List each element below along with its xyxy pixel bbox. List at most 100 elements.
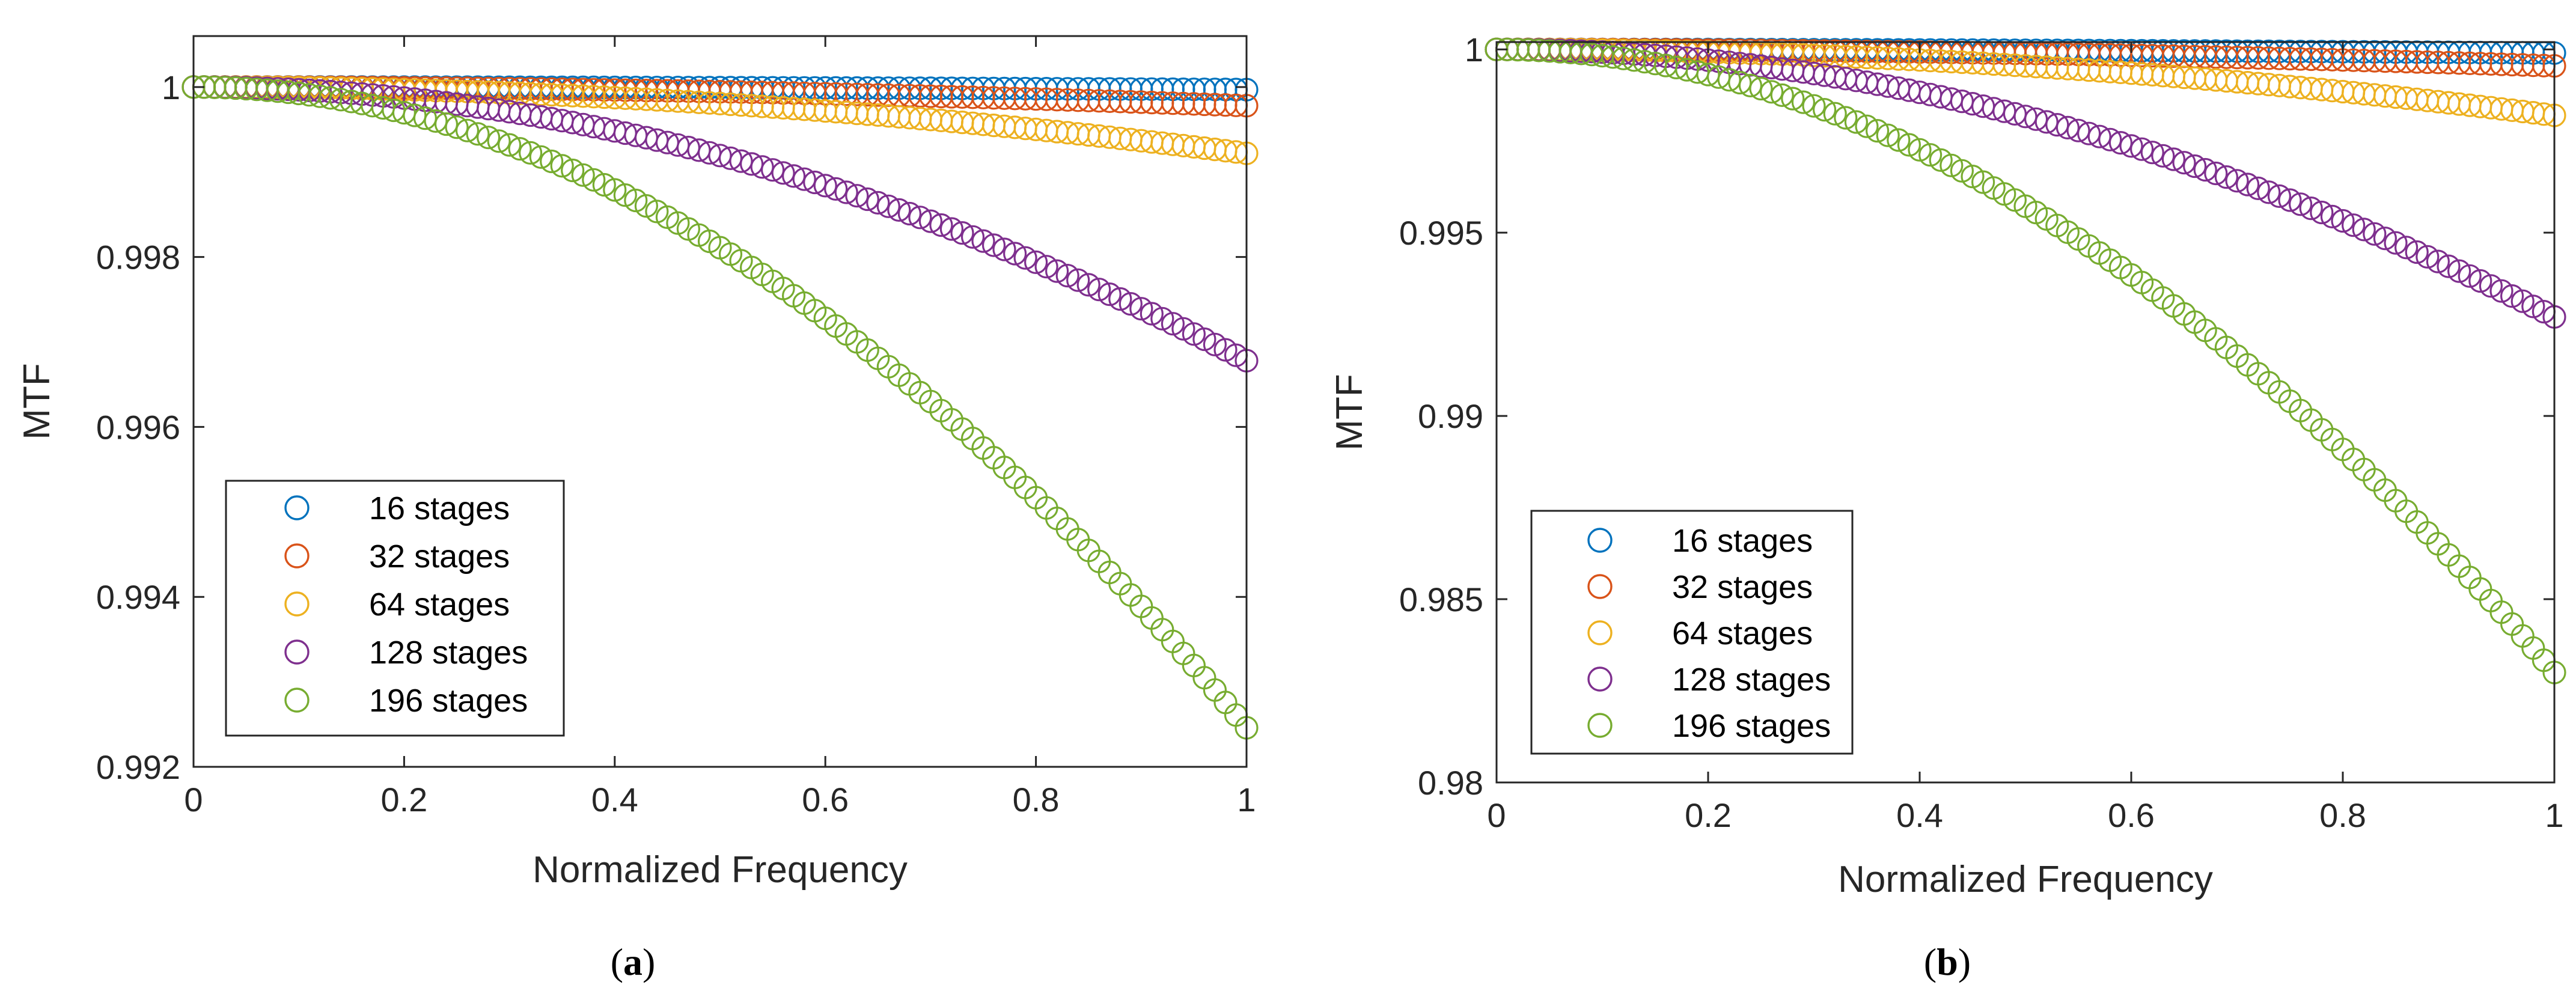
panel-label-b: (b): [1924, 941, 1971, 983]
point-a-196-30: [497, 133, 522, 157]
legend-item-a-196: 196 stages: [284, 683, 528, 719]
point-a-128-72: [939, 217, 964, 241]
point-b-196-44: [1950, 159, 1974, 183]
point-a-128-53: [739, 152, 764, 176]
legend-marker-b-128: [1587, 666, 1613, 692]
point-b-128-87: [2405, 240, 2429, 264]
legend-marker-a-128: [284, 639, 310, 665]
point-b-128-59: [2108, 131, 2132, 155]
point-a-128-93: [1161, 312, 1185, 336]
legend-label-a-64: 64 stages: [369, 587, 510, 623]
legend-label-b-32: 32 stages: [1672, 569, 1813, 605]
point-b-196-31: [1813, 98, 1837, 122]
x-axis-title-a: Normalized Frequency: [533, 849, 908, 891]
legend-marker-b-196: [1587, 713, 1613, 738]
y-tick-label-b-3: 0.995: [1399, 214, 1483, 252]
point-a-128-56: [771, 161, 795, 185]
y-tick-label-b-1: 0.985: [1399, 581, 1483, 618]
point-b-128-58: [2098, 127, 2122, 151]
point-b-196-28: [1781, 87, 1805, 111]
legend-marker-a-64: [284, 591, 310, 617]
point-b-128-83: [2363, 222, 2387, 246]
point-b-196-43: [1940, 153, 1964, 177]
point-b-128-93: [2468, 269, 2492, 293]
legend-label-b-16: 16 stages: [1672, 523, 1813, 559]
point-a-128-59: [803, 170, 827, 195]
point-a-128-97: [1203, 332, 1227, 356]
point-a-128-75: [971, 229, 995, 253]
point-a-128-62: [834, 180, 858, 204]
y-axis-title-a: MTF: [16, 363, 58, 439]
point-b-128-61: [2130, 137, 2154, 161]
point-a-196-39: [592, 172, 616, 197]
legend-label-a-16: 16 stages: [369, 490, 510, 526]
point-b-128-79: [2320, 204, 2344, 228]
point-b-196-27: [1770, 83, 1794, 107]
point-b-196-30: [1802, 94, 1826, 118]
plot-area-a: [182, 75, 1259, 740]
point-b-128-72: [2246, 176, 2270, 200]
legend-item-a-128: 128 stages: [284, 635, 528, 671]
point-a-128-88: [1108, 287, 1132, 311]
x-tick-label-a-1: 0.2: [380, 781, 427, 819]
legend-item-b-196: 196 stages: [1587, 708, 1831, 744]
point-a-128-63: [845, 184, 869, 208]
legend-label-b-128: 128 stages: [1672, 662, 1831, 698]
point-b-196-38: [1887, 128, 1911, 152]
point-a-128-78: [1003, 242, 1027, 266]
point-b-196-41: [1918, 143, 1943, 167]
point-b-196-32: [1823, 102, 1847, 126]
point-a-128-83: [1055, 264, 1079, 288]
point-b-128-95: [2489, 279, 2513, 303]
legend-item-a-64: 64 stages: [284, 587, 510, 623]
point-a-128-80: [1024, 250, 1048, 274]
point-b-128-76: [2289, 192, 2313, 216]
point-b-196-23: [1728, 70, 1752, 95]
point-b-196-25: [1749, 76, 1773, 101]
point-b-196-29: [1791, 90, 1815, 114]
point-b-196-26: [1760, 80, 1784, 104]
point-a-128-98: [1213, 338, 1238, 362]
x-tick-label-b-5: 1: [2545, 796, 2563, 834]
point-a-128-84: [1066, 268, 1090, 292]
legend-marker-a-196: [284, 688, 310, 713]
point-b-128-71: [2236, 172, 2260, 197]
point-b-128-74: [2267, 184, 2291, 208]
point-a-128-89: [1119, 292, 1143, 316]
y-tick-label-a-0: 0.992: [96, 748, 180, 786]
point-a-196-38: [582, 168, 606, 192]
point-b-196-24: [1738, 73, 1762, 97]
point-b-196-37: [1876, 123, 1900, 147]
axes-frame-b: [1495, 41, 2556, 784]
legend-item-a-16: 16 stages: [284, 490, 510, 526]
point-a-196-42: [624, 188, 648, 213]
point-b-128-54: [2056, 115, 2080, 139]
point-a-196-35: [550, 154, 574, 178]
x-tick-label-a-3: 0.6: [802, 781, 849, 819]
point-a-128-77: [992, 237, 1016, 261]
x-tick-label-a-0: 0: [184, 781, 203, 819]
point-b-128-85: [2384, 231, 2408, 255]
legend-marker-b-32: [1587, 574, 1613, 599]
point-b-128-81: [2342, 213, 2366, 237]
point-a-128-61: [824, 177, 848, 201]
point-a-128-57: [781, 164, 806, 188]
point-a-128-74: [960, 225, 985, 249]
legend-box-a: [225, 480, 565, 737]
y-tick-label-b-4: 1: [1465, 31, 1483, 69]
point-a-196-23: [424, 109, 448, 133]
point-b-196-33: [1834, 106, 1858, 130]
point-b-128-84: [2373, 227, 2397, 251]
point-a-128-94: [1171, 317, 1195, 341]
point-a-128-73: [950, 221, 974, 245]
series-b-196-stages: [1485, 37, 2566, 685]
point-b-128-56: [2077, 121, 2101, 145]
point-b-128-60: [2119, 134, 2143, 158]
point-b-128-94: [2479, 274, 2503, 298]
x-tick-label-b-4: 0.8: [2319, 796, 2366, 834]
point-b-128-53: [2045, 113, 2069, 137]
point-a-196-27: [466, 122, 490, 146]
point-b-128-86: [2394, 236, 2419, 260]
point-b-128-98: [2521, 294, 2545, 319]
point-a-128-66: [876, 194, 900, 218]
